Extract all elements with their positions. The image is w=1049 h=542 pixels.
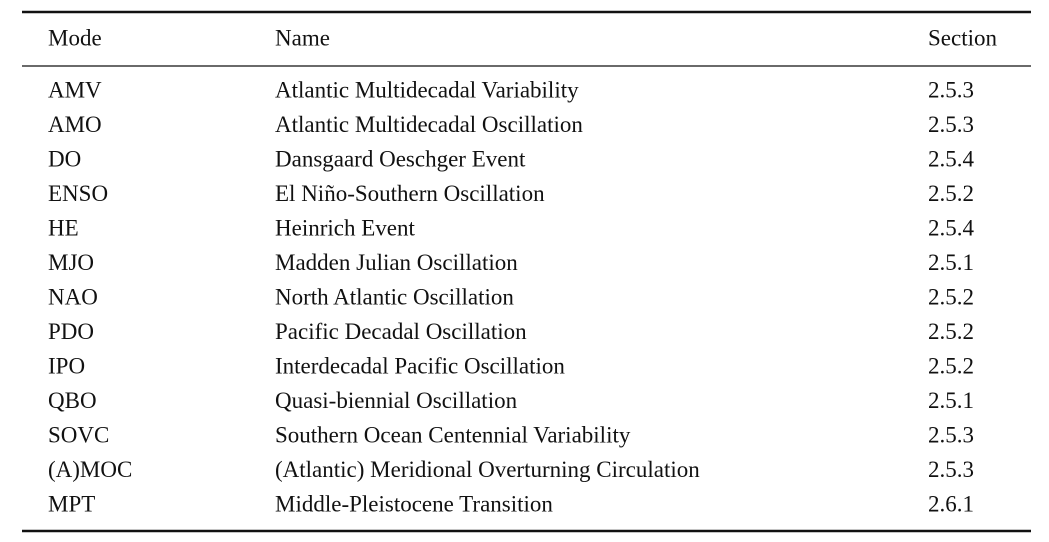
section-cell: 2.5.2 [928, 319, 974, 344]
name-cell: El Niño-Southern Oscillation [275, 181, 545, 206]
header-cell: Mode [48, 25, 102, 50]
name-cell: Interdecadal Pacific Oscillation [275, 353, 565, 378]
section-cell: 2.5.3 [928, 457, 974, 482]
mode-cell: AMV [48, 77, 102, 102]
section-cell: 2.5.1 [928, 388, 974, 413]
name-cell: Heinrich Event [275, 215, 415, 240]
section-cell: 2.5.1 [928, 250, 974, 275]
mode-cell: HE [48, 215, 79, 240]
section-cell: 2.5.2 [928, 353, 974, 378]
header-cell: Section [928, 25, 997, 50]
header-cell: Name [275, 25, 330, 50]
mode-cell: (A)MOC [48, 457, 132, 482]
mode-cell: IPO [48, 353, 85, 378]
name-cell: Southern Ocean Centennial Variability [275, 422, 631, 447]
name-cell: Pacific Decadal Oscillation [275, 319, 527, 344]
section-cell: 2.5.2 [928, 284, 974, 309]
name-cell: Dansgaard Oeschger Event [275, 146, 526, 171]
mode-cell: PDO [48, 319, 94, 344]
name-cell: (Atlantic) Meridional Overturning Circul… [275, 457, 700, 482]
name-cell: Middle-Pleistocene Transition [275, 491, 553, 516]
mode-cell: ENSO [48, 181, 108, 206]
name-cell: North Atlantic Oscillation [275, 284, 514, 309]
section-cell: 2.5.4 [928, 146, 975, 171]
section-cell: 2.5.2 [928, 181, 974, 206]
section-cell: 2.5.3 [928, 112, 974, 137]
mode-cell: MJO [48, 250, 94, 275]
section-cell: 2.6.1 [928, 491, 974, 516]
section-cell: 2.5.3 [928, 422, 974, 447]
name-cell: Atlantic Multidecadal Oscillation [275, 112, 583, 137]
mode-cell: DO [48, 146, 81, 171]
mode-cell: MPT [48, 491, 95, 516]
mode-cell: AMO [48, 112, 102, 137]
mode-cell: NAO [48, 284, 98, 309]
section-cell: 2.5.4 [928, 215, 975, 240]
mode-cell: SOVC [48, 422, 109, 447]
mode-cell: QBO [48, 388, 97, 413]
name-cell: Madden Julian Oscillation [275, 250, 518, 275]
name-cell: Atlantic Multidecadal Variability [275, 77, 579, 102]
section-cell: 2.5.3 [928, 77, 974, 102]
name-cell: Quasi-biennial Oscillation [275, 388, 518, 413]
